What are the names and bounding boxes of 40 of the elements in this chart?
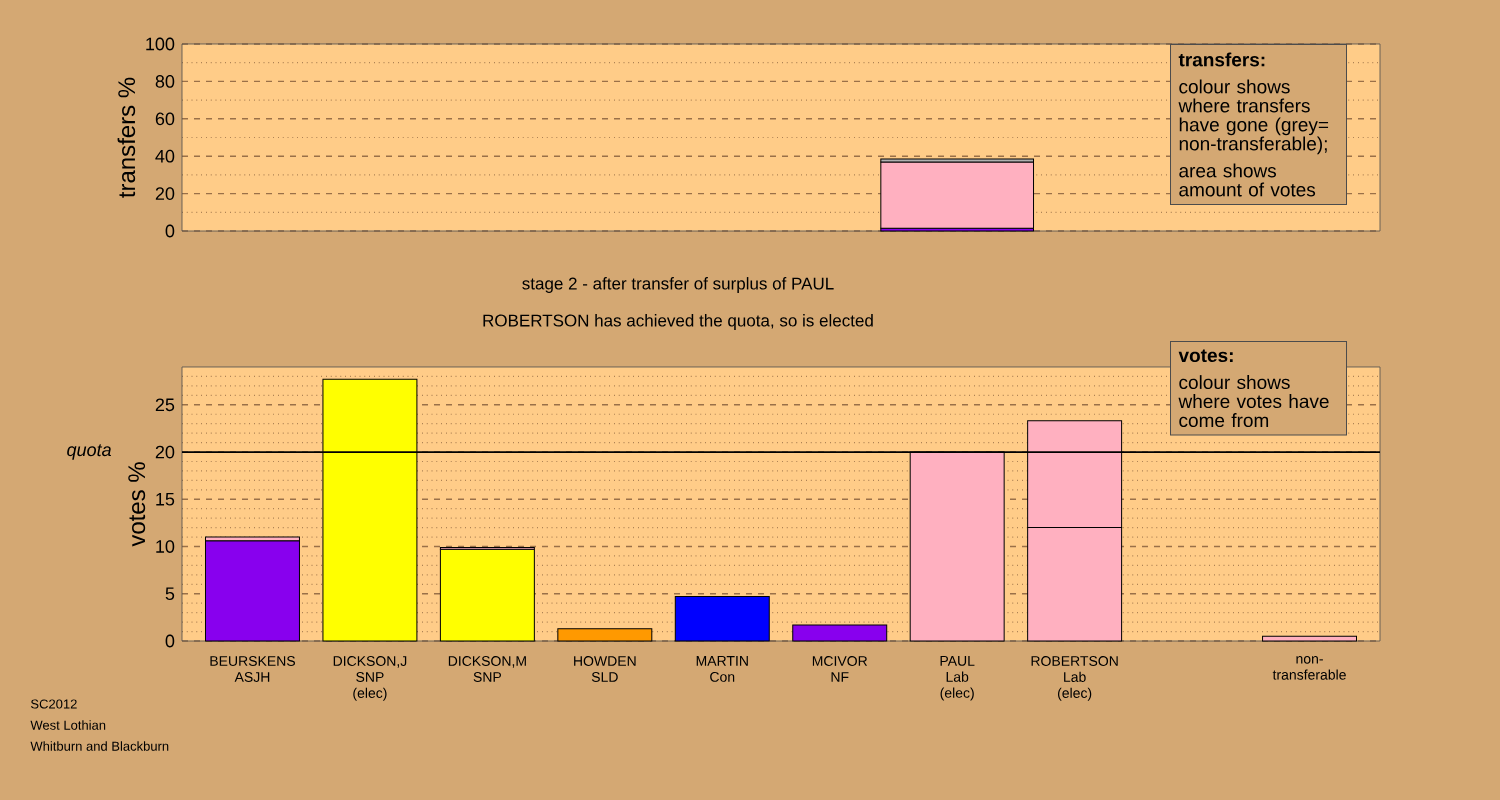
y-axis-title: transfers %	[117, 77, 136, 198]
text: SC2012	[31, 699, 77, 709]
x-tick-label: DICKSON,J SNP (elec)	[333, 656, 407, 701]
chart-title: stage 2 - after transfer of surplus of PAUL	[522, 277, 834, 293]
x-tick-label: BEURSKENS ASJH	[210, 656, 295, 682]
x-tick-label: PAUL Lab (elec)	[940, 656, 975, 701]
y-tick-label: 40	[155, 149, 175, 163]
bar	[204, 540, 300, 642]
x-tick-label: HOWDEN SLD	[574, 656, 636, 682]
bar	[557, 628, 653, 642]
y-axis-title: votes %	[128, 462, 146, 547]
bar	[674, 596, 770, 642]
annotation: area shows amount of votes	[1179, 163, 1316, 197]
y-tick-label: 15	[156, 492, 175, 506]
annotation: colour shows where votes have come from	[1178, 375, 1329, 428]
annotation: transfers:	[1178, 52, 1265, 67]
x-tick-label: MARTIN Con	[696, 656, 748, 682]
y-tick-label: 20	[155, 187, 175, 200]
y-tick-label: 5	[165, 587, 175, 601]
y-tick-label: 80	[155, 75, 175, 88]
bar	[1262, 635, 1357, 642]
x-tick-label: non- transferable	[1272, 656, 1346, 680]
text: votes:	[1178, 349, 1233, 363]
chart-subtitle: ROBERTSON has achieved the quota, so is elected	[483, 314, 873, 330]
x-tick-label: DICKSON,M SNP	[448, 656, 526, 682]
y-tick-label: 25	[155, 398, 175, 412]
annotation: colour shows where transfers have gone (grey= non-transferable);	[1178, 79, 1329, 155]
y-tick-label: 0	[165, 224, 175, 238]
y-tick-label: 0	[165, 634, 175, 648]
x-tick-label: MCIVOR NF	[812, 656, 868, 682]
y-tick-label: 100	[146, 37, 175, 51]
text: Whitburn and Blackburn	[30, 741, 169, 751]
y-tick-label: 10	[156, 540, 175, 553]
bar	[792, 624, 888, 642]
x-tick-label: ROBERTSON Lab (elec)	[1031, 656, 1118, 701]
bar	[439, 548, 535, 642]
y-tick-label: 60	[155, 112, 175, 126]
y-tick-label: 20	[155, 445, 175, 459]
text: West Lothian	[30, 720, 106, 730]
ref-line-label: quota	[67, 444, 111, 460]
